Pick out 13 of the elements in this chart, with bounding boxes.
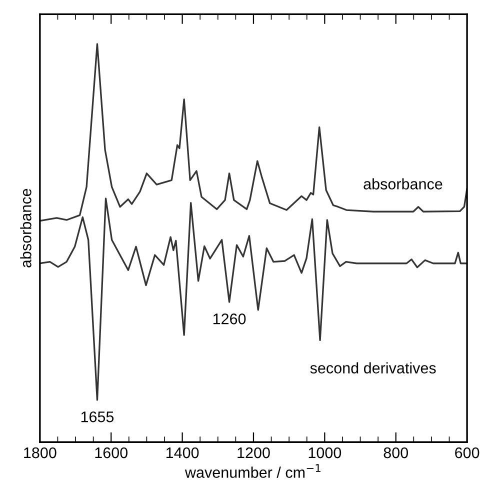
annotation: 1655 xyxy=(81,411,114,422)
series-label: absorbance xyxy=(364,178,442,190)
x-tick-label: 1000 xyxy=(308,447,342,458)
x-tick-label: 800 xyxy=(384,447,408,458)
x-tick-label: 1400 xyxy=(166,447,199,458)
y-axis-title: absorbance xyxy=(20,188,32,268)
x-axis-title: wavenumber / cm$^{−1}$ xyxy=(184,464,320,478)
annotation: 1260 xyxy=(213,314,246,324)
x-tick-label: 1600 xyxy=(95,447,128,458)
x-tick-label: 1200 xyxy=(238,447,270,458)
x-tick-label: 1800 xyxy=(24,447,56,458)
x-tick-label: 600 xyxy=(455,447,480,458)
series-label: second derivatives xyxy=(310,362,436,374)
